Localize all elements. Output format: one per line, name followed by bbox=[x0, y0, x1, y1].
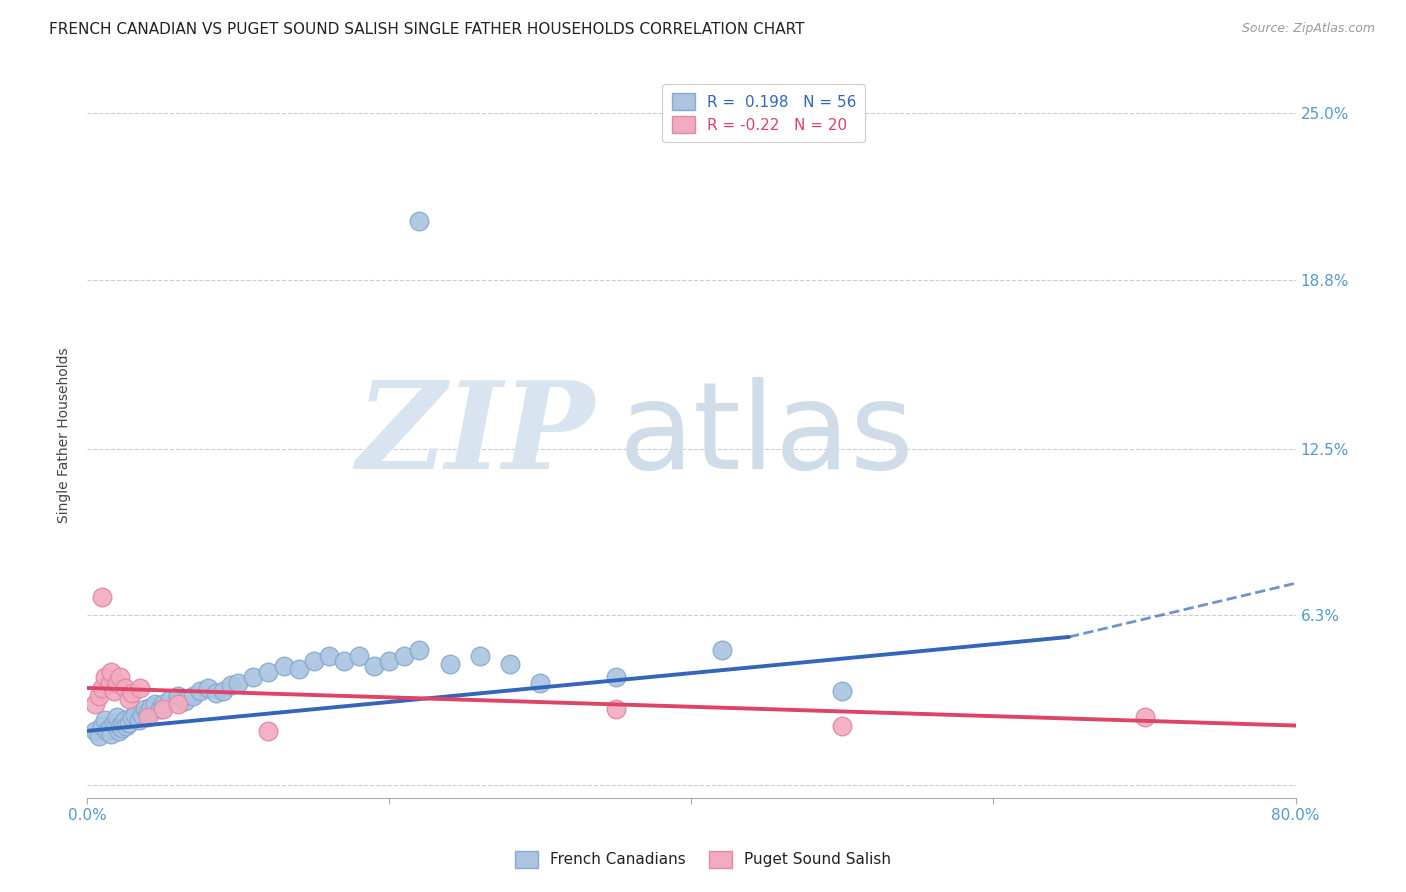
Point bbox=[115, 718, 138, 732]
Point bbox=[439, 657, 461, 671]
Point bbox=[287, 662, 309, 676]
Text: atlas: atlas bbox=[619, 377, 914, 494]
Point bbox=[136, 705, 159, 719]
Point bbox=[111, 721, 134, 735]
Point bbox=[121, 686, 143, 700]
Point bbox=[333, 654, 356, 668]
Point bbox=[124, 707, 146, 722]
Point bbox=[83, 697, 105, 711]
Point bbox=[149, 702, 172, 716]
Point bbox=[89, 689, 111, 703]
Text: FRENCH CANADIAN VS PUGET SOUND SALISH SINGLE FATHER HOUSEHOLDS CORRELATION CHART: FRENCH CANADIAN VS PUGET SOUND SALISH SI… bbox=[49, 22, 804, 37]
Point bbox=[118, 691, 141, 706]
Point bbox=[242, 670, 264, 684]
Point bbox=[94, 670, 117, 684]
Point bbox=[129, 681, 152, 695]
Point bbox=[204, 686, 226, 700]
Point bbox=[378, 654, 401, 668]
Point bbox=[190, 683, 212, 698]
Point bbox=[152, 702, 174, 716]
Point bbox=[1133, 710, 1156, 724]
Point bbox=[408, 213, 430, 227]
Point bbox=[159, 691, 181, 706]
Point bbox=[831, 718, 853, 732]
Point bbox=[100, 665, 122, 679]
Point bbox=[100, 726, 122, 740]
Point bbox=[131, 707, 153, 722]
Point bbox=[134, 702, 156, 716]
Y-axis label: Single Father Households: Single Father Households bbox=[58, 348, 72, 524]
Point bbox=[105, 710, 128, 724]
Point bbox=[197, 681, 219, 695]
Point bbox=[91, 590, 114, 604]
Point bbox=[302, 654, 325, 668]
Point bbox=[104, 718, 127, 732]
Point bbox=[468, 648, 491, 663]
Text: ZIP: ZIP bbox=[357, 376, 595, 495]
Point bbox=[219, 678, 242, 692]
Point bbox=[318, 648, 340, 663]
Point bbox=[605, 670, 627, 684]
Point bbox=[110, 670, 132, 684]
Point bbox=[91, 718, 114, 732]
Point bbox=[347, 648, 370, 663]
Point bbox=[96, 723, 118, 738]
Point bbox=[103, 683, 125, 698]
Point bbox=[166, 697, 188, 711]
Point bbox=[831, 683, 853, 698]
Point bbox=[139, 699, 162, 714]
Point bbox=[212, 683, 235, 698]
Legend: R =  0.198   N = 56, R = -0.22   N = 20: R = 0.198 N = 56, R = -0.22 N = 20 bbox=[662, 84, 865, 142]
Point bbox=[257, 723, 280, 738]
Point bbox=[408, 643, 430, 657]
Text: Source: ZipAtlas.com: Source: ZipAtlas.com bbox=[1241, 22, 1375, 36]
Point bbox=[143, 697, 166, 711]
Point bbox=[91, 681, 114, 695]
Point bbox=[605, 702, 627, 716]
Point bbox=[98, 721, 121, 735]
Point bbox=[128, 713, 150, 727]
Point bbox=[174, 694, 197, 708]
Point bbox=[529, 675, 551, 690]
Point bbox=[363, 659, 385, 673]
Point bbox=[103, 715, 125, 730]
Point bbox=[499, 657, 522, 671]
Point bbox=[89, 729, 111, 743]
Point bbox=[98, 675, 121, 690]
Point bbox=[105, 675, 128, 690]
Legend: French Canadians, Puget Sound Salish: French Canadians, Puget Sound Salish bbox=[509, 845, 897, 873]
Point bbox=[152, 697, 174, 711]
Point bbox=[114, 681, 136, 695]
Point bbox=[273, 659, 295, 673]
Point bbox=[710, 643, 733, 657]
Point bbox=[136, 710, 159, 724]
Point bbox=[110, 718, 132, 732]
Point bbox=[108, 723, 131, 738]
Point bbox=[114, 713, 136, 727]
Point bbox=[226, 675, 249, 690]
Point bbox=[121, 710, 143, 724]
Point bbox=[166, 689, 188, 703]
Point bbox=[112, 715, 135, 730]
Point bbox=[394, 648, 416, 663]
Point bbox=[83, 723, 105, 738]
Point bbox=[257, 665, 280, 679]
Point bbox=[118, 715, 141, 730]
Point bbox=[94, 713, 117, 727]
Point bbox=[181, 689, 204, 703]
